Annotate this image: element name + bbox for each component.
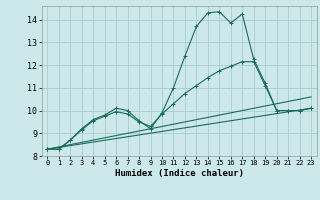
X-axis label: Humidex (Indice chaleur): Humidex (Indice chaleur) [115,169,244,178]
